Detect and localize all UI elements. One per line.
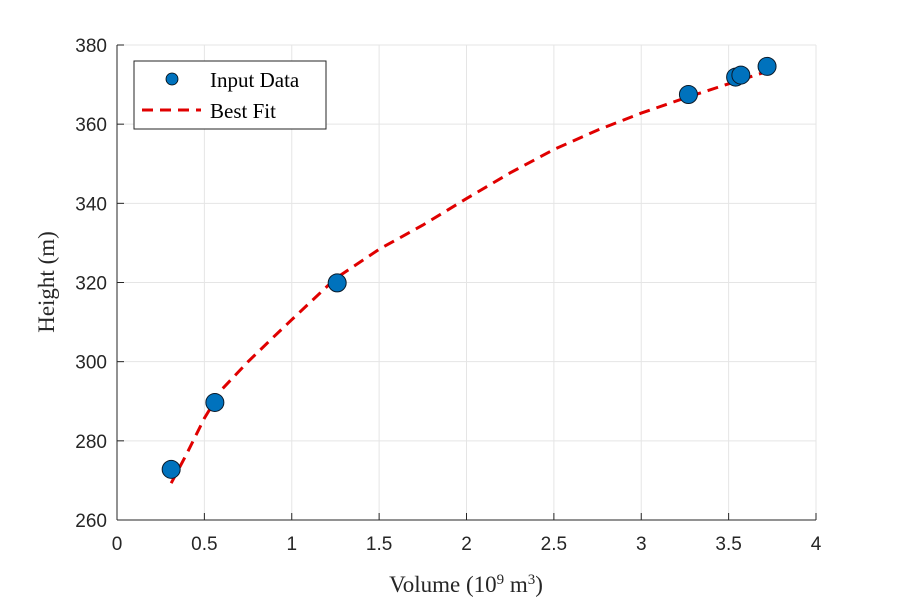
data-point: [757, 56, 777, 76]
legend-box: [133, 60, 327, 130]
data-point: [205, 392, 225, 412]
x-tick-label: 1.5: [366, 534, 392, 555]
data-point: [731, 65, 751, 85]
input-data-markers: [161, 56, 777, 479]
x-axis-label-exponent-1: 9: [497, 572, 505, 588]
x-axis-label-exponent-2: 3: [528, 572, 536, 588]
x-axis-label: Volume (109 m3): [389, 572, 543, 597]
x-tick-label: 2: [461, 534, 472, 555]
legend: Input Data Best Fit: [133, 60, 327, 130]
legend-label-best-fit: Best Fit: [210, 99, 276, 123]
x-tick-label: 2.5: [541, 534, 567, 555]
x-tick-label: 1: [286, 534, 297, 555]
legend-label-input-data: Input Data: [210, 68, 300, 92]
x-tick-labels: 0 0.5 1 1.5 2 2.5 3 3.5 4: [112, 534, 822, 555]
y-tick-label: 280: [75, 432, 107, 453]
x-axis-label-mid: m: [504, 572, 528, 597]
y-axis-label: Height (m): [34, 231, 59, 333]
legend-marker-input-data: [165, 72, 179, 86]
best-fit-line: [169, 70, 768, 484]
y-tick-label: 340: [75, 194, 107, 215]
x-tick-label: 3.5: [715, 534, 741, 555]
data-point: [327, 273, 347, 293]
x-axis-label-base: Volume (10: [389, 572, 497, 597]
x-tick-label: 0: [112, 534, 123, 555]
best-fit-line-layer: [169, 70, 768, 484]
y-tick-label: 300: [75, 353, 107, 374]
data-point: [678, 84, 698, 104]
axes: [116, 44, 817, 521]
y-tick-label: 380: [75, 36, 107, 57]
x-tick-label: 0.5: [191, 534, 217, 555]
y-tick-label: 260: [75, 511, 107, 532]
y-tick-label: 360: [75, 115, 107, 136]
y-tick-labels: 260 280 300 320 340 360 380: [75, 36, 107, 532]
x-tick-label: 3: [636, 534, 647, 555]
data-point: [161, 459, 181, 479]
x-tick-label: 4: [811, 534, 822, 555]
y-tick-label: 320: [75, 274, 107, 295]
x-axis-label-end: ): [535, 572, 543, 597]
